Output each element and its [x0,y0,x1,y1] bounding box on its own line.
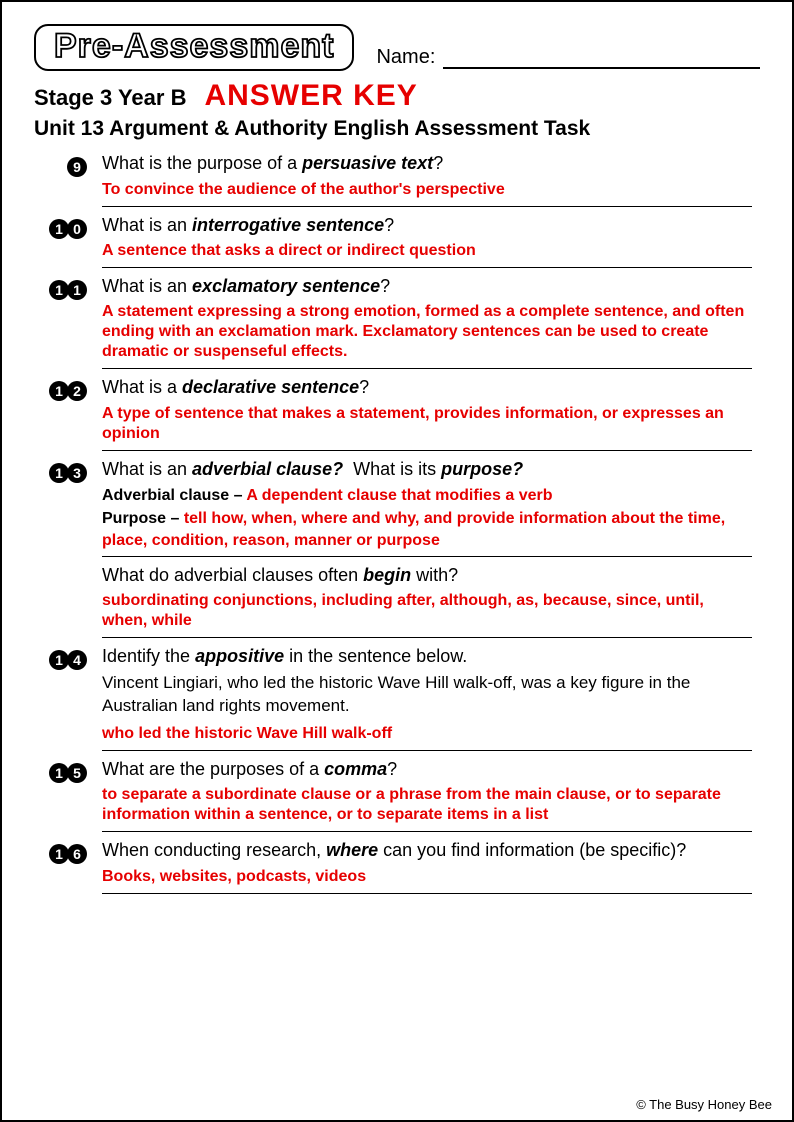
question-row: 13 What is an adverbial clause? What is i… [38,457,752,554]
divider [102,368,752,369]
question-text: What is a declarative sentence? [102,375,752,399]
worksheet-page: Pre-Assessment Name: Stage 3 Year B ANSW… [0,0,794,1122]
followup-question-text: What do adverbial clauses often begin wi… [102,563,752,587]
answer-text: Books, websites, podcasts, videos [102,867,752,887]
pre-assessment-badge: Pre-Assessment [34,24,354,71]
question-body: What are the purposes of a comma? to sepa… [102,757,752,829]
answer-text: A type of sentence that makes a statemen… [102,404,752,444]
question-number: 16 [38,838,86,866]
subheading-row: Stage 3 Year B ANSWER KEY [34,79,760,113]
question-text: What is an adverbial clause? What is its… [102,457,752,481]
question-number: 15 [38,757,86,785]
question-text: What is an exclamatory sentence? [102,274,752,298]
question-number: 12 [38,375,86,403]
divider [102,831,752,832]
question-body: What is the purpose of a persuasive text… [102,151,752,203]
question-row: 10 What is an interrogative sentence? A se… [38,213,752,265]
divider [102,267,752,268]
followup-answer-text: subordinating conjunctions, including af… [102,591,752,631]
divider [102,637,752,638]
divider [102,206,752,207]
answer-subline: Purpose – tell how, when, where and why,… [102,508,752,551]
question-text: What are the purposes of a comma? [102,757,752,781]
question-row: 11 What is an exclamatory sentence? A stat… [38,274,752,366]
answer-text: A sentence that asks a direct or indirec… [102,241,752,261]
question-number: 14 [38,644,86,672]
unit-title: Unit 13 Argument & Authority English Ass… [34,117,760,141]
question-text: When conducting research, where can you … [102,838,752,862]
question-body: What is an exclamatory sentence? A statem… [102,274,752,366]
question-text: What is the purpose of a persuasive text… [102,151,752,175]
divider [102,556,752,557]
answer-subline: Adverbial clause – A dependent clause th… [102,485,752,507]
question-number: 10 [38,213,86,241]
footer-copyright: © The Busy Honey Bee [636,1097,772,1112]
question-row: 16 When conducting research, where can yo… [38,838,752,890]
question-row: 14 Identify the appositive in the sentenc… [38,644,752,748]
question-row: 12 What is a declarative sentence? A type … [38,375,752,447]
example-sentence: Vincent Lingiari, who led the historic W… [102,672,752,718]
questions-list: 9 What is the purpose of a persuasive tex… [34,151,760,893]
answer-text: to separate a subordinate clause or a ph… [102,785,752,825]
name-field: Name: [376,45,760,71]
question-body: What is a declarative sentence? A type of… [102,375,752,447]
divider [102,450,752,451]
question-number: 13 [38,457,86,485]
answer-key-label: ANSWER KEY [204,79,417,113]
question-text: What is an interrogative sentence? [102,213,752,237]
followup-row: What do adverbial clauses often begin wi… [38,563,752,635]
stage-label: Stage 3 Year B [34,85,186,111]
question-body: What is an adverbial clause? What is its… [102,457,752,554]
answer-text: To convince the audience of the author's… [102,180,752,200]
divider [102,893,752,894]
question-body: What is an interrogative sentence? A sent… [102,213,752,265]
answer-text: who led the historic Wave Hill walk-off [102,724,752,744]
name-blank-line[interactable] [443,45,760,69]
question-body: Identify the appositive in the sentence … [102,644,752,748]
divider [102,750,752,751]
question-number: 11 [38,274,86,302]
question-body: When conducting research, where can you … [102,838,752,890]
question-row: 9 What is the purpose of a persuasive tex… [38,151,752,203]
name-label: Name: [376,46,435,69]
answer-text: A statement expressing a strong emotion,… [102,302,752,362]
question-text: Identify the appositive in the sentence … [102,644,752,668]
question-row: 15 What are the purposes of a comma? to se… [38,757,752,829]
question-number: 9 [38,151,86,179]
header-row: Pre-Assessment Name: [34,24,760,71]
